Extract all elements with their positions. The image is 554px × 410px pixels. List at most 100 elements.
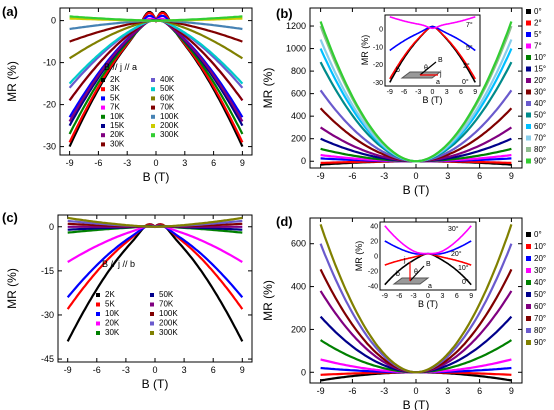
legend-marker-7°: [526, 43, 531, 49]
series-line-20K: [67, 224, 243, 263]
legend-marker-200K: [150, 321, 154, 326]
y-tick-label: -45: [41, 354, 54, 364]
sketch-label-B: B: [426, 261, 431, 268]
legend-label: 15K: [110, 121, 125, 130]
legend-label: 10°: [534, 242, 546, 251]
legend-marker-200K: [151, 124, 155, 128]
legend-label: 2K: [105, 290, 115, 299]
legend-marker-300K: [150, 331, 154, 335]
legend-label: 50°: [534, 290, 546, 299]
legend-marker-5K: [101, 96, 105, 101]
inset-x-tick-label: 3: [440, 293, 444, 300]
legend-marker-3K: [101, 87, 105, 92]
x-tick-label: 9: [240, 365, 245, 375]
inset-y-tick-label: 0: [379, 27, 383, 34]
legend-marker-2K: [96, 293, 100, 297]
legend-marker-40K: [151, 78, 155, 82]
y-tick-label: 200: [291, 134, 306, 144]
x-tick-label: 3: [182, 365, 187, 375]
legend-marker-60°: [526, 124, 531, 129]
inset-x-tick-label: -9: [382, 293, 388, 300]
x-tick-label: -6: [93, 365, 101, 375]
y-axis-label: MR (%): [261, 68, 275, 109]
x-tick-label: -3: [380, 386, 388, 396]
legend-marker-60°: [526, 304, 531, 309]
x-tick-label: 0: [152, 365, 157, 375]
inset-d: -9 -6 -3 0 3 6 9 40 20 0 -20 -40 B (T) MR (%) 30° 20° 10…: [354, 221, 477, 309]
legend-marker-70°: [526, 135, 531, 141]
x-tick-label: -6: [348, 386, 356, 396]
series-line-90°: [319, 224, 513, 374]
y-tick-label: 0: [301, 156, 306, 166]
x-axis-label: B (T): [403, 398, 430, 410]
legend-label: 200K: [160, 121, 179, 130]
legend-label: 90°: [534, 338, 546, 347]
inset-series-30°: [384, 225, 472, 255]
series-line-50K: [68, 19, 244, 85]
inset-y-tick-label: -30: [373, 80, 383, 87]
y-tick-label: -15: [41, 266, 54, 276]
sketch-label-theta: θ: [424, 65, 428, 72]
series-line-300K: [69, 15, 243, 22]
legend-label: 2K: [110, 75, 120, 84]
y-tick-label: 0: [301, 367, 306, 377]
inset-x-tick-label: 6: [459, 89, 463, 96]
inset-series-5°: [389, 25, 476, 52]
inset-x-tick-label: -6: [401, 89, 407, 96]
y-tick-label: 1200: [286, 21, 306, 31]
y-axis-label: MR (%): [5, 61, 19, 102]
inset-x-tick-label: 0: [431, 89, 435, 96]
legend-label: 200K: [159, 319, 178, 328]
legend-marker-50K: [151, 87, 155, 92]
legend-label: 300K: [159, 328, 178, 337]
x-tick-label: -3: [380, 171, 388, 181]
x-tick-label: 3: [182, 158, 187, 168]
sketch-label-j: j: [403, 257, 406, 264]
y-tick-label: 1000: [286, 44, 306, 54]
panel-2: -9 -6 -3 0 3 6 90-15-30-45B (T)MR (%)(c)B // j…: [2, 210, 253, 391]
inset-x-label: B (T): [423, 95, 443, 105]
panel-label: (c): [2, 210, 18, 225]
inset-x-tick-label: 0: [426, 293, 430, 300]
y-tick-label: -30: [43, 142, 56, 152]
y-tick-label: 400: [291, 282, 306, 292]
legend-label: 10K: [110, 112, 125, 121]
legend-label: 20K: [105, 319, 120, 328]
legend-label: 3K: [110, 84, 120, 93]
legend-label: 40K: [160, 75, 175, 84]
inset-x-tick-label: 9: [473, 89, 477, 96]
legend-marker-15°: [526, 66, 531, 72]
legend-label: 5°: [534, 30, 542, 39]
legend-label: 5K: [110, 93, 120, 102]
legend-label: 90°: [534, 157, 546, 166]
legend-label: 40°: [534, 278, 546, 287]
legend-marker-50K: [150, 293, 154, 297]
y-axis-label: MR (%): [261, 280, 275, 321]
inset-y-tick-label: -40: [368, 284, 378, 291]
legend-marker-20°: [526, 78, 531, 83]
panel-label: (a): [2, 4, 18, 19]
series-line-20K: [68, 19, 244, 122]
inset-curve-label: 0°: [462, 78, 469, 86]
annotation-text: B // j // a: [104, 62, 137, 72]
inset-x-tick-label: 6: [455, 293, 459, 300]
legend-marker-10°: [526, 244, 531, 249]
inset-y-tick-label: 40: [370, 223, 378, 230]
inset-x-tick-label: 9: [469, 293, 473, 300]
legend-marker-100K: [151, 114, 155, 119]
legend-marker-10K: [101, 114, 105, 119]
x-tick-label: -6: [348, 171, 356, 181]
sample-sketch: [392, 277, 430, 285]
plot-frame: [57, 214, 253, 363]
legend-label: 60°: [534, 302, 546, 311]
x-tick-label: -9: [66, 158, 74, 168]
y-tick-label: -10: [43, 58, 56, 68]
inset-x-tick-label: 3: [445, 89, 449, 96]
inset-curve-label: 2°: [463, 62, 470, 70]
legend-marker-5K: [96, 302, 100, 307]
legend-label: 300K: [160, 130, 179, 139]
x-tick-label: -9: [317, 171, 325, 181]
series-line-2K: [66, 223, 244, 342]
inset-curve-label: 0°: [462, 278, 469, 286]
